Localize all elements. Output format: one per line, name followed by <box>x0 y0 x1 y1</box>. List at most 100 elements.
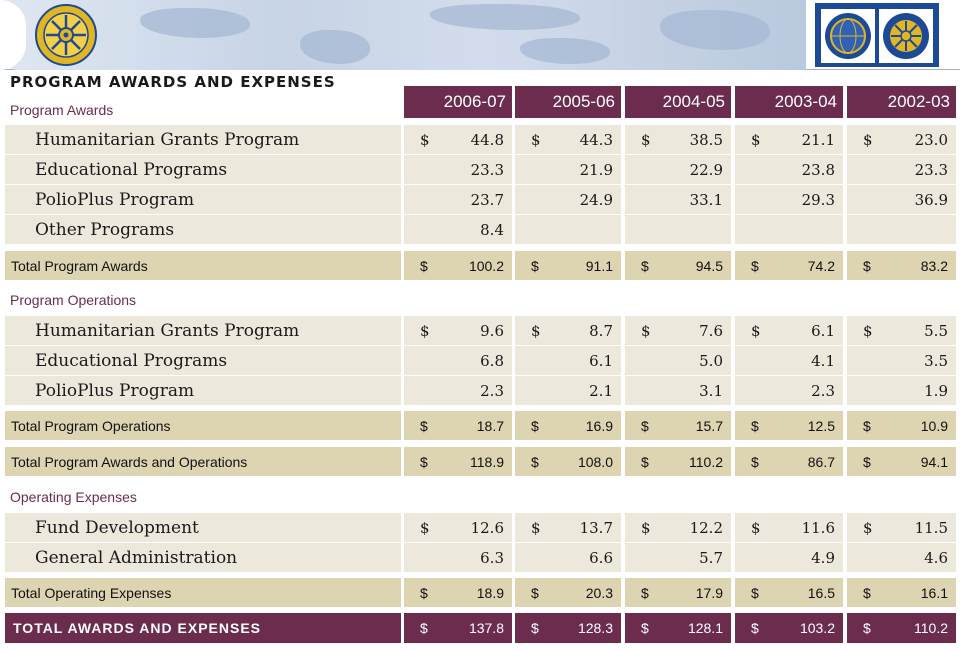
amount: 16.1 <box>920 584 948 601</box>
value-cell: $44.8 <box>404 125 512 154</box>
amount: 1.9 <box>924 381 948 400</box>
dollar-sign: $ <box>641 130 651 149</box>
value-cell: $16.5 <box>735 578 843 607</box>
value-cell: $12.5 <box>735 411 843 440</box>
value-cell: $10.9 <box>847 411 956 440</box>
dollar-sign: $ <box>863 130 873 149</box>
value-cell: 4.1 <box>735 346 843 375</box>
value-cell: 2.1 <box>515 376 621 405</box>
dollar-sign: $ <box>751 453 759 470</box>
amount: 18.9 <box>476 584 504 601</box>
dollar-sign: $ <box>420 620 428 636</box>
amount: 23.0 <box>914 130 948 149</box>
amount: 16.5 <box>807 584 835 601</box>
value-cell: 1.9 <box>847 376 956 405</box>
value-cell: $38.5 <box>625 125 731 154</box>
value-cell: 2.3 <box>735 376 843 405</box>
value-cell: $12.2 <box>625 513 731 542</box>
amount: 23.8 <box>801 160 835 179</box>
value-cell: $11.6 <box>735 513 843 542</box>
value-cell: $20.3 <box>515 578 621 607</box>
amount: 118.9 <box>470 453 504 470</box>
value-cell: $94.5 <box>625 251 731 280</box>
dollar-sign: $ <box>751 417 759 434</box>
section-label-operating-expenses: Operating Expenses <box>10 489 137 505</box>
section-label-program-operations: Program Operations <box>10 292 137 308</box>
value-cell: 6.6 <box>515 543 621 572</box>
value-cell: $44.3 <box>515 125 621 154</box>
amount: 83.2 <box>920 257 948 274</box>
dollar-sign: $ <box>420 321 430 340</box>
amount: 38.5 <box>689 130 723 149</box>
dollar-sign: $ <box>420 130 430 149</box>
amount: 44.3 <box>579 130 613 149</box>
year-header: 2006-07 <box>404 86 512 118</box>
row-label: Humanitarian Grants Program <box>5 316 401 345</box>
value-cell: 23.3 <box>847 155 956 184</box>
dollar-sign: $ <box>420 453 428 470</box>
amount: 15.7 <box>695 417 723 434</box>
row-label: General Administration <box>5 543 401 572</box>
dollar-sign: $ <box>641 584 649 601</box>
value-cell: 21.9 <box>515 155 621 184</box>
dollar-sign: $ <box>420 257 428 274</box>
value-cell: $91.1 <box>515 251 621 280</box>
value-cell: 33.1 <box>625 185 731 214</box>
amount: 24.9 <box>579 190 613 209</box>
value-cell: $110.2 <box>625 447 731 476</box>
value-cell: 2.3 <box>404 376 512 405</box>
table-row: Educational Programs 23.3 21.9 22.9 23.8 23.3 <box>0 155 960 184</box>
amount: 33.1 <box>689 190 723 209</box>
value-cell: 8.4 <box>404 215 512 244</box>
row-label: Humanitarian Grants Program <box>5 125 401 154</box>
dollar-sign: $ <box>863 257 871 274</box>
row-label: Total Program Awards and Operations <box>5 447 401 476</box>
value-cell: $103.2 <box>735 613 843 643</box>
amount: 9.6 <box>480 321 504 340</box>
amount: 8.4 <box>480 220 504 239</box>
row-label: Total Program Operations <box>5 411 401 440</box>
row-label: Fund Development <box>5 513 401 542</box>
dollar-sign: $ <box>863 453 871 470</box>
amount: 108.0 <box>577 453 613 470</box>
value-cell: $18.7 <box>404 411 512 440</box>
dollar-sign: $ <box>751 257 759 274</box>
amount: 128.1 <box>687 620 723 636</box>
dollar-sign: $ <box>751 130 761 149</box>
amount: 11.5 <box>914 518 948 537</box>
value-cell: $108.0 <box>515 447 621 476</box>
dollar-sign: $ <box>641 321 651 340</box>
dollar-sign: $ <box>641 620 649 636</box>
amount: 12.6 <box>470 518 504 537</box>
value-cell: 23.8 <box>735 155 843 184</box>
amount: 2.1 <box>589 381 613 400</box>
table-row: Humanitarian Grants Program $44.8 $44.3 $38… <box>0 125 960 154</box>
table-row: Educational Programs 6.8 6.1 5.0 4.1 3.5 <box>0 346 960 375</box>
amount: 8.7 <box>589 321 613 340</box>
value-cell: $17.9 <box>625 578 731 607</box>
amount: 21.1 <box>801 130 835 149</box>
table-row: Humanitarian Grants Program $9.6 $8.7 $7.6 $… <box>0 316 960 345</box>
amount: 91.1 <box>585 257 613 274</box>
value-cell: $86.7 <box>735 447 843 476</box>
value-cell: 4.6 <box>847 543 956 572</box>
total-row-program-awards: Total Program Awards $100.2 $91.1 $94.5 $74.… <box>0 251 960 280</box>
amount: 22.9 <box>689 160 723 179</box>
amount: 128.3 <box>577 620 613 636</box>
value-cell: $13.7 <box>515 513 621 542</box>
rotary-foundation-logos <box>815 3 939 67</box>
table-row: PolioPlus Program 23.7 24.9 33.1 29.3 36.9 <box>0 185 960 214</box>
value-cell <box>735 215 843 244</box>
amount: 5.5 <box>924 321 948 340</box>
dollar-sign: $ <box>751 584 759 601</box>
value-cell: $128.1 <box>625 613 731 643</box>
dollar-sign: $ <box>641 257 649 274</box>
amount: 20.3 <box>585 584 613 601</box>
row-label: Total Program Awards <box>5 251 401 280</box>
grand-total-row: TOTAL AWARDS AND EXPENSES $137.8 $128.3 $12… <box>0 613 960 643</box>
row-label: Educational Programs <box>5 346 401 375</box>
value-cell: $94.1 <box>847 447 956 476</box>
value-cell: $16.9 <box>515 411 621 440</box>
amount: 103.2 <box>799 620 835 636</box>
rotary-wheel-logo <box>35 4 97 66</box>
